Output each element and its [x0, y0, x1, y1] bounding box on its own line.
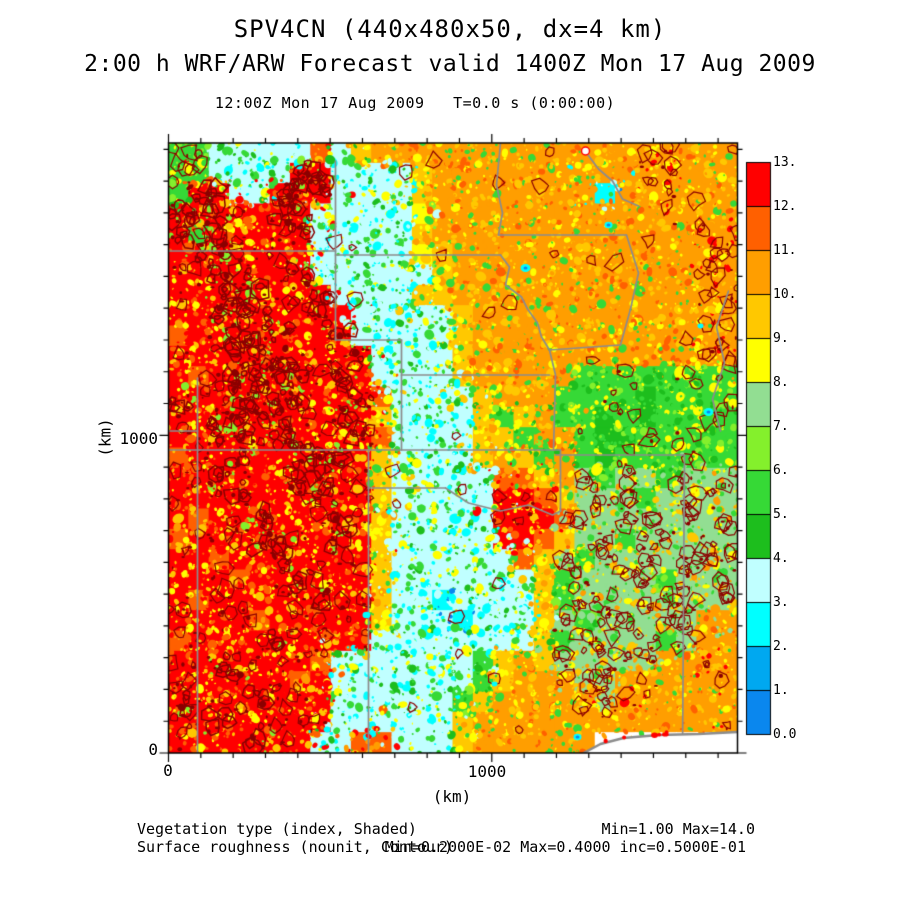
colorbar-tick-label: 10. [773, 286, 797, 302]
x-axis-tick-0: 0 [163, 761, 173, 780]
caption-contour-field: Surface roughness (nounit, Contour) [137, 838, 454, 856]
colorbar-tick-label: 6. [773, 462, 789, 478]
colorbar-tick-label: 2. [773, 638, 789, 654]
y-axis-unit-label: (km) [95, 418, 115, 457]
colorbar-tick-label: 0.0 [773, 726, 797, 742]
colorbar-tick-label: 3. [773, 594, 789, 610]
y-axis-tick-1000: 1000 [119, 429, 158, 448]
caption-shaded-stats: Min=1.00 Max=14.0 [601, 820, 755, 838]
title-forecast-line: 2:00 h WRF/ARW Forecast valid 1400Z Mon … [84, 51, 816, 77]
caption-contour-stats: Min=0.2000E-02 Max=0.4000 inc=0.5000E-01 [384, 838, 746, 856]
colorbar-tick-label: 9. [773, 330, 789, 346]
caption-shaded-field: Vegetation type (index, Shaded) [137, 820, 417, 838]
colorbar-tick-label: 11. [773, 242, 797, 258]
x-axis-unit-label: (km) [432, 787, 472, 806]
colorbar-tick-label: 4. [773, 550, 789, 566]
colorbar-tick-label: 7. [773, 418, 789, 434]
title-model-line: SPV4CN (440x480x50, dx=4 km) [233, 15, 667, 43]
y-axis-tick-0: 0 [148, 740, 158, 759]
x-axis-tick-1000: 1000 [467, 762, 507, 781]
colorbar-tick-label: 12. [773, 198, 797, 214]
colorbar-tick-label: 5. [773, 506, 789, 522]
colorbar-tick-label: 8. [773, 374, 789, 390]
colorbar-tick-label: 13. [773, 154, 797, 170]
title-init-time-line: 12:00Z Mon 17 Aug 2009 T=0.0 s (0:00:00) [214, 94, 616, 112]
colorbar-tick-label: 1. [773, 682, 789, 698]
